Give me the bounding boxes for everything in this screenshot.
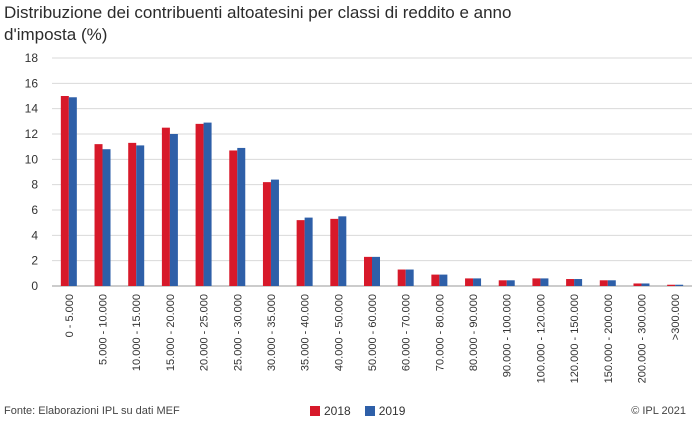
legend-swatch-2019: [364, 406, 375, 416]
bar-2019: [473, 278, 482, 286]
bar-2019: [237, 147, 246, 286]
x-tick-label: 120.000 - 150.000: [569, 294, 581, 383]
legend: 2018 2019: [310, 404, 405, 418]
y-tick-label: 10: [25, 152, 39, 166]
bar-2019: [439, 274, 448, 286]
bar-2019: [338, 216, 347, 286]
x-tick-label: 90.000 - 100.000: [502, 294, 514, 377]
x-tick-label: 25.000 - 30.000: [232, 294, 244, 371]
bar-2019: [136, 145, 145, 286]
y-tick-label: 6: [31, 203, 38, 217]
x-tick-label: 15.000 - 20.000: [165, 294, 177, 371]
x-tick-label: 80.000 - 90.000: [468, 294, 480, 371]
bar-2018: [330, 218, 339, 286]
y-tick-label: 16: [25, 76, 39, 90]
x-tick-label: 20.000 - 25.000: [199, 294, 211, 371]
bar-2018: [195, 123, 204, 286]
legend-label-2019: 2019: [378, 404, 406, 418]
y-tick-label: 14: [25, 102, 39, 116]
x-tick-label: 0 - 5.000: [64, 294, 76, 337]
bar-2018: [498, 280, 507, 286]
bar-2019: [102, 149, 111, 286]
source-note: Fonte: Elaborazioni IPL su dati MEF: [4, 405, 180, 417]
bar-2018: [431, 274, 440, 286]
x-tick-label: 40.000 - 50.000: [333, 294, 345, 371]
x-tick-label: 60.000 - 70.000: [401, 294, 413, 371]
x-tick-label: 200.000 - 300.000: [636, 294, 648, 383]
x-tick-label: 10.000 - 15.000: [131, 294, 143, 371]
bar-2018: [532, 278, 541, 286]
bar-2018: [465, 278, 474, 286]
bar-2018: [599, 280, 608, 286]
legend-swatch-2018: [310, 406, 320, 416]
y-tick-label: 12: [25, 127, 39, 141]
bar-2019: [68, 97, 77, 287]
bar-2018: [667, 284, 676, 286]
bar-2019: [641, 283, 650, 286]
bar-chart: 0 2 4 6 8 10 12 14 16 18 0 - 5.000 5.000 - 10.000 10…: [25, 51, 692, 383]
y-tick-label: 4: [31, 228, 38, 242]
bar-2019: [372, 256, 380, 286]
x-tick-label: 150.000 - 200.000: [603, 294, 615, 383]
bar-2019: [304, 217, 313, 286]
bar-2018: [633, 283, 642, 286]
bar-2018: [262, 182, 271, 286]
bar-2019: [169, 134, 178, 286]
x-tick-label: 30.000 - 35.000: [266, 294, 278, 371]
y-tick-label: 18: [25, 51, 39, 65]
bar-2018: [229, 150, 238, 286]
bar-2018: [161, 127, 170, 287]
x-tick-label: 5.000 - 10.000: [98, 294, 110, 365]
bar-2019: [607, 280, 616, 286]
bar-2019: [675, 284, 684, 286]
bar-2019: [506, 280, 515, 286]
x-tick-label: >300.000: [670, 294, 682, 340]
y-tick-label: 0: [31, 279, 38, 293]
bar-2018: [566, 279, 575, 286]
legend-label-2018: 2018: [324, 404, 351, 418]
chart-title: Distribuzione dei contribuenti altoatesi…: [4, 3, 512, 44]
bar-2018: [397, 269, 406, 286]
x-tick-label: 100.000 - 120.000: [535, 294, 547, 383]
copyright-note: © IPL 2021: [631, 405, 686, 417]
bar-2018: [94, 144, 103, 286]
bar-2018: [60, 96, 69, 286]
legend-item-2019: 2019: [364, 404, 406, 418]
y-tick-label: 2: [31, 254, 38, 268]
legend-item-2018: 2018: [310, 404, 351, 418]
y-tick-label: 8: [31, 178, 38, 192]
bar-2019: [540, 278, 549, 286]
bar-2019: [203, 122, 212, 286]
bar-2018: [364, 256, 372, 286]
x-tick-label: 50.000 - 60.000: [367, 294, 379, 371]
bar-2019: [405, 269, 414, 286]
bar-2018: [296, 220, 305, 286]
bar-2019: [574, 279, 583, 286]
bar-2019: [270, 179, 279, 286]
bar-2018: [128, 142, 137, 286]
x-tick-label: 70.000 - 80.000: [434, 294, 446, 371]
x-tick-label: 35.000 - 40.000: [300, 294, 312, 371]
